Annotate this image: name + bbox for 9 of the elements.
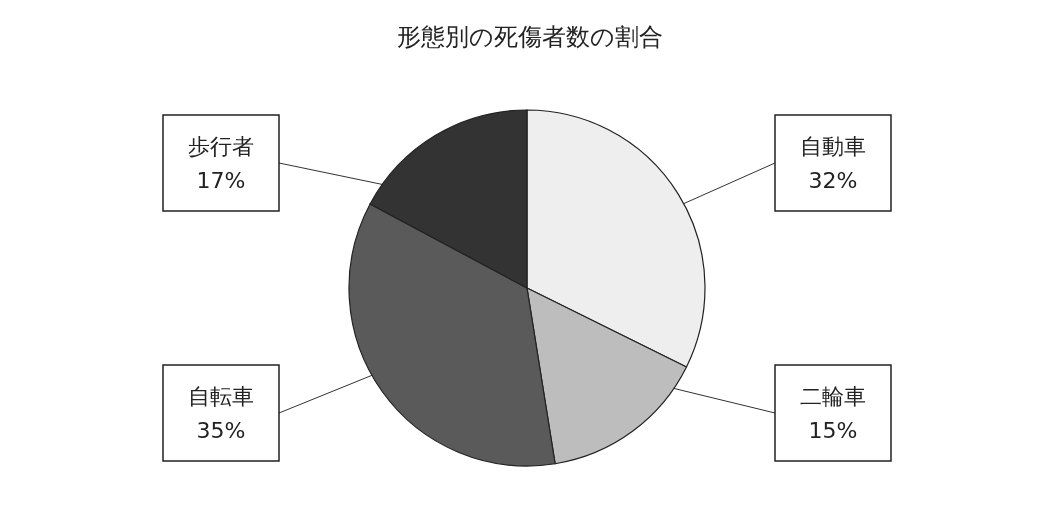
chart-title: 形態別の死傷者数の割合 (397, 23, 663, 51)
data-label: 35% (196, 418, 246, 443)
data-label: 15% (808, 418, 858, 443)
slice-label: 二輪車 (800, 384, 866, 409)
slice-label: 歩行者 (188, 134, 254, 159)
slice-label: 自動車 (800, 134, 866, 159)
data-label: 17% (196, 168, 246, 193)
data-label: 32% (808, 168, 858, 193)
slice-label: 自転車 (188, 384, 254, 409)
